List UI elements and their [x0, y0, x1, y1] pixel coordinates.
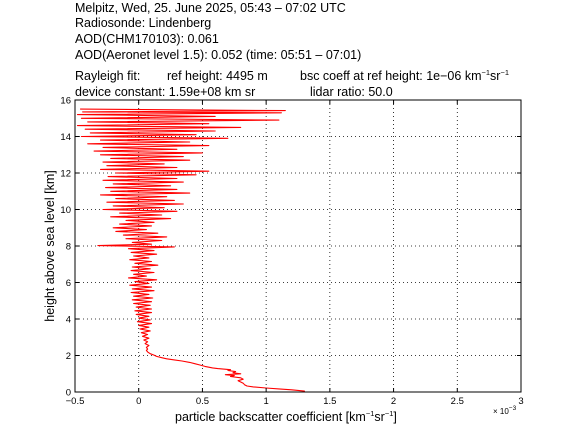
y-tick-label: 12 [60, 169, 71, 180]
x-tick-label: 1.5 [323, 396, 336, 407]
header-line-aod-aeronet: AOD(Aeronet level 1.5): 0.052 (time: 05:… [75, 48, 361, 62]
x-tick-label: 1 [263, 396, 268, 407]
y-tick-label: 14 [60, 132, 71, 143]
rayleigh-fit-label: Rayleigh fit: [75, 69, 140, 83]
y-tick-label: 16 [60, 96, 71, 107]
y-tick-label: 8 [66, 242, 71, 253]
y-tick-label: 10 [60, 205, 71, 216]
x-axis-scale-factor: × 10−3 [493, 405, 517, 416]
device-constant-text: device constant: 1.59e+08 km sr [75, 85, 255, 99]
x-tick-label: 0 [136, 396, 141, 407]
x-tick-label: 2 [391, 396, 396, 407]
y-tick-label: 0 [66, 388, 71, 399]
y-tick-label: 2 [66, 351, 71, 362]
x-tick-labels: −0.5 0 0.5 1 1.5 2 2.5 3 [66, 396, 524, 407]
ref-height-text: ref height: 4495 m [167, 69, 268, 83]
figure-header: Melpitz, Wed, 25. June 2025, 05:43 – 07:… [75, 1, 509, 99]
x-tick-label: −0.5 [66, 396, 85, 407]
y-tick-label: 6 [66, 278, 71, 289]
data-series [76, 108, 305, 392]
x-tick-label: 3 [518, 396, 523, 407]
axis-ticks [74, 99, 522, 393]
x-tick-label: 2.5 [451, 396, 464, 407]
series-line-0 [76, 108, 305, 392]
y-tick-label: 4 [66, 315, 71, 326]
x-tick-label: 0.5 [196, 396, 209, 407]
header-line-aod-chm: AOD(CHM170103): 0.061 [75, 32, 219, 46]
header-line-site-date: Melpitz, Wed, 25. June 2025, 05:43 – 07:… [75, 1, 346, 15]
y-tick-labels: 0 2 4 6 8 10 12 14 16 [60, 96, 71, 399]
bsc-coeff-text: bsc coeff at ref height: 1e−06 km−1sr−1 [300, 68, 509, 83]
header-line-radiosonde: Radiosonde: Lindenberg [75, 16, 211, 30]
x-axis-label: particle backscatter coefficient [km−1sr… [175, 409, 397, 424]
y-axis-label: height above sea level [km] [43, 170, 57, 321]
lidar-ratio-text: lidar ratio: 50.0 [310, 85, 393, 99]
